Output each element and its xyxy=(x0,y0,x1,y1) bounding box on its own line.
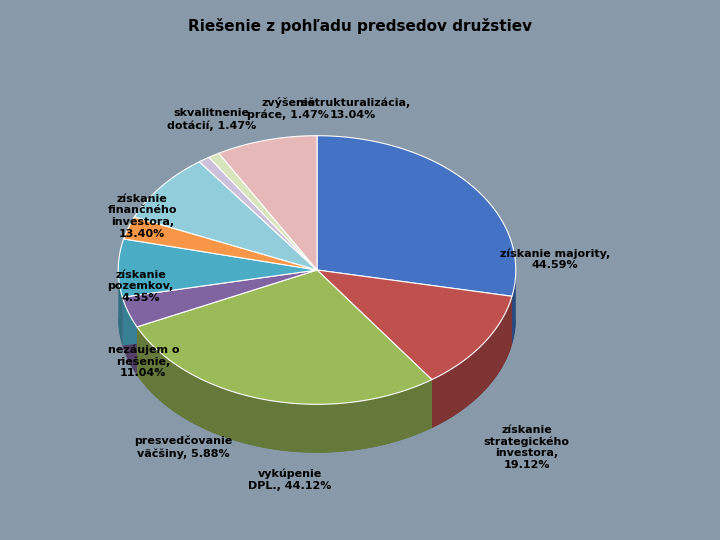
Text: zvýšenie
práce, 1.47%: zvýšenie práce, 1.47% xyxy=(247,97,329,120)
Polygon shape xyxy=(122,270,317,346)
Polygon shape xyxy=(137,270,432,404)
Polygon shape xyxy=(118,270,122,346)
Polygon shape xyxy=(317,270,432,428)
Polygon shape xyxy=(317,270,512,380)
Polygon shape xyxy=(219,136,317,270)
Polygon shape xyxy=(118,239,317,297)
Text: získanie
pozemkov,
4.35%: získanie pozemkov, 4.35% xyxy=(107,269,174,303)
Text: získanie majority,
44.59%: získanie majority, 44.59% xyxy=(500,248,610,271)
Text: Riešenie z pohľadu predsedov družstiev: Riešenie z pohľadu predsedov družstiev xyxy=(188,17,532,33)
Polygon shape xyxy=(209,153,317,270)
Polygon shape xyxy=(317,270,432,428)
Polygon shape xyxy=(317,270,512,345)
Text: vykúpenie
DPL., 44.12%: vykúpenie DPL., 44.12% xyxy=(248,469,332,490)
Polygon shape xyxy=(137,270,317,375)
Polygon shape xyxy=(122,270,317,346)
Text: nezáujem o
riešenie,
11.04%: nezáujem o riešenie, 11.04% xyxy=(107,344,179,379)
Polygon shape xyxy=(124,217,317,270)
Polygon shape xyxy=(317,270,512,345)
Polygon shape xyxy=(512,270,516,345)
Polygon shape xyxy=(118,319,317,346)
Polygon shape xyxy=(137,270,317,375)
Polygon shape xyxy=(122,319,317,375)
Polygon shape xyxy=(317,319,516,345)
Polygon shape xyxy=(137,327,432,453)
Polygon shape xyxy=(122,270,317,327)
Polygon shape xyxy=(317,136,516,296)
Text: skvalitnenie
dotácií, 1.47%: skvalitnenie dotácií, 1.47% xyxy=(166,109,256,131)
Polygon shape xyxy=(199,157,317,270)
Polygon shape xyxy=(317,319,512,428)
Polygon shape xyxy=(135,162,317,270)
Text: reštrukturalizácia,
13.04%: reštrukturalizácia, 13.04% xyxy=(295,98,411,120)
Polygon shape xyxy=(432,296,512,428)
Polygon shape xyxy=(137,319,432,453)
Polygon shape xyxy=(122,297,137,375)
Text: získanie
strategického
investora,
19.12%: získanie strategického investora, 19.12% xyxy=(484,424,570,470)
Text: získanie
finančného
investora,
13.40%: získanie finančného investora, 13.40% xyxy=(107,194,177,239)
Text: presvedčovanie
väčšiny, 5.88%: presvedčovanie väčšiny, 5.88% xyxy=(135,436,233,458)
